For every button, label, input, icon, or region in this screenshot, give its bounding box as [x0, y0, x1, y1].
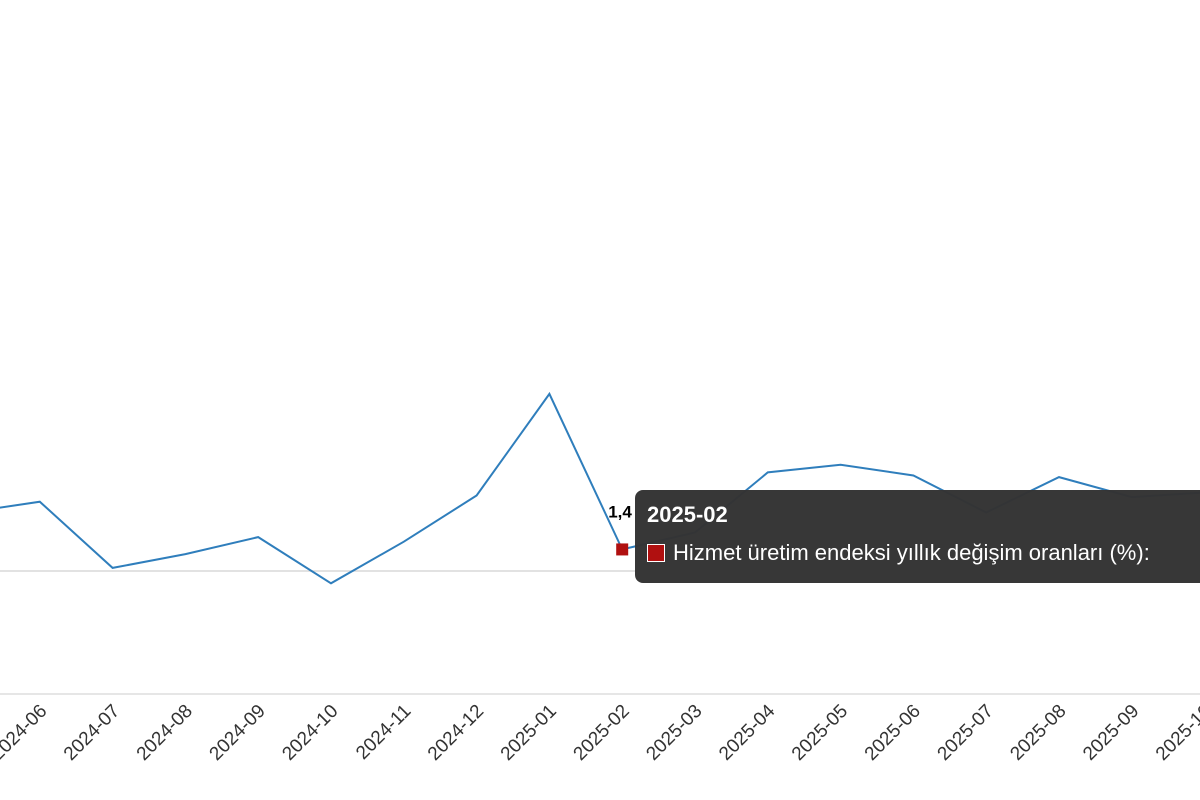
highlight-group: 1,4: [608, 502, 632, 556]
data-label: 1,4: [608, 502, 632, 521]
x-tick-label: 2024-08: [133, 701, 197, 765]
data-point: [838, 462, 844, 468]
data-point: [474, 493, 480, 499]
x-tick-label: 2025-01: [497, 701, 561, 765]
x-tick-label: 2025-07: [934, 701, 998, 765]
data-point: [110, 565, 116, 571]
x-axis-ticks: 2024-052024-062024-072024-082024-092024-…: [0, 700, 1200, 764]
tooltip-series-label: Hizmet üretim endeksi yıllık değişim ora…: [673, 540, 1150, 565]
x-tick-label: 2025-09: [1079, 701, 1143, 765]
x-tick-label: 2025-10: [1152, 701, 1200, 765]
data-point: [255, 534, 261, 540]
chart-axes: [0, 570, 1200, 695]
data-point: [765, 469, 771, 475]
data-point: [910, 473, 916, 479]
x-tick-label: 2025-02: [570, 701, 634, 765]
data-point: [328, 580, 334, 586]
x-tick-label: 2024-06: [0, 701, 51, 765]
tooltip-row: Hizmet üretim endeksi yıllık değişim ora…: [647, 540, 1200, 566]
tooltip: 2025-02 Hizmet üretim endeksi yıllık değ…: [635, 490, 1200, 583]
data-point: [1056, 474, 1062, 480]
x-tick-label: 2025-03: [642, 701, 706, 765]
tooltip-swatch: [647, 544, 665, 562]
data-point: [37, 499, 43, 505]
x-tick-label: 2024-11: [352, 701, 415, 764]
x-tick-label: 2025-04: [715, 700, 779, 764]
tooltip-title: 2025-02: [647, 502, 728, 527]
x-tick-label: 2024-09: [206, 701, 270, 765]
x-tick-label: 2025-08: [1006, 701, 1070, 765]
data-point: [182, 551, 188, 557]
x-tick-label: 2024-07: [60, 701, 124, 765]
data-point: [546, 391, 552, 397]
x-tick-label: 2024-10: [278, 701, 342, 765]
highlight-marker: [616, 543, 629, 556]
x-tick-label: 2025-05: [788, 701, 852, 765]
x-tick-label: 2025-06: [861, 701, 925, 765]
x-tick-label: 2024-12: [424, 701, 488, 765]
data-point: [401, 539, 407, 545]
